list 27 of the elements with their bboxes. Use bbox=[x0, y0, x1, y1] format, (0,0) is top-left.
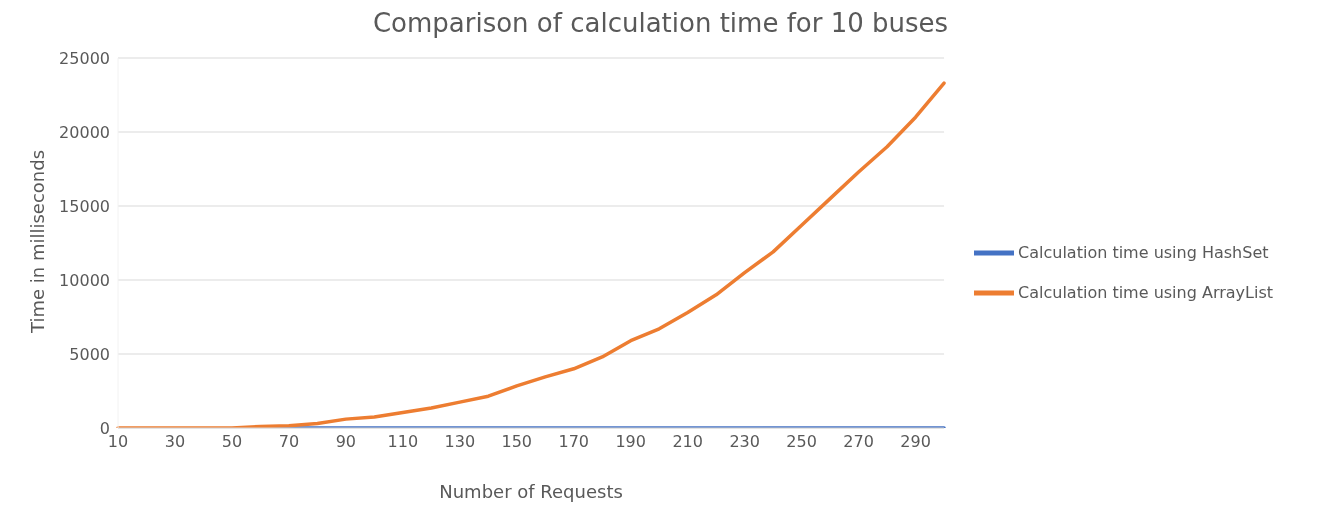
y-axis-title: Time in milliseconds bbox=[27, 149, 49, 334]
x-tick-label: 230 bbox=[729, 432, 760, 452]
x-tick-label: 30 bbox=[164, 432, 186, 452]
x-tick-label: 150 bbox=[501, 432, 533, 452]
x-tick-label: 10 bbox=[107, 432, 129, 452]
x-tick-label: 190 bbox=[615, 432, 646, 452]
x-tick-label: 50 bbox=[221, 432, 243, 452]
x-tick-label: 250 bbox=[786, 432, 817, 452]
x-axis-title: Number of Requests bbox=[439, 481, 623, 502]
x-tick-label: 210 bbox=[672, 432, 703, 452]
y-tick-label: 0 bbox=[99, 418, 110, 438]
x-tick-label: 110 bbox=[387, 432, 419, 452]
x-tick-label: 70 bbox=[278, 432, 300, 452]
y-tick-label: 15000 bbox=[59, 196, 110, 216]
x-tick-label: 290 bbox=[900, 432, 931, 452]
line-series bbox=[116, 81, 946, 428]
x-tick-label: 130 bbox=[444, 432, 476, 452]
legend-label: Calculation time using HashSet bbox=[1018, 242, 1269, 262]
y-tick-label: 20000 bbox=[59, 122, 110, 142]
chart-title: Comparison of calculation time for 10 buses bbox=[371, 8, 950, 38]
x-tick-label: 270 bbox=[843, 432, 874, 452]
y-tick-label: 5000 bbox=[69, 344, 110, 364]
x-tick-label: 170 bbox=[558, 432, 590, 452]
y-tick-label: 25000 bbox=[59, 48, 110, 68]
x-tick-label: 90 bbox=[335, 432, 357, 452]
y-tick-label: 10000 bbox=[59, 270, 110, 290]
legend-label: Calculation time using ArrayList bbox=[1018, 282, 1273, 302]
